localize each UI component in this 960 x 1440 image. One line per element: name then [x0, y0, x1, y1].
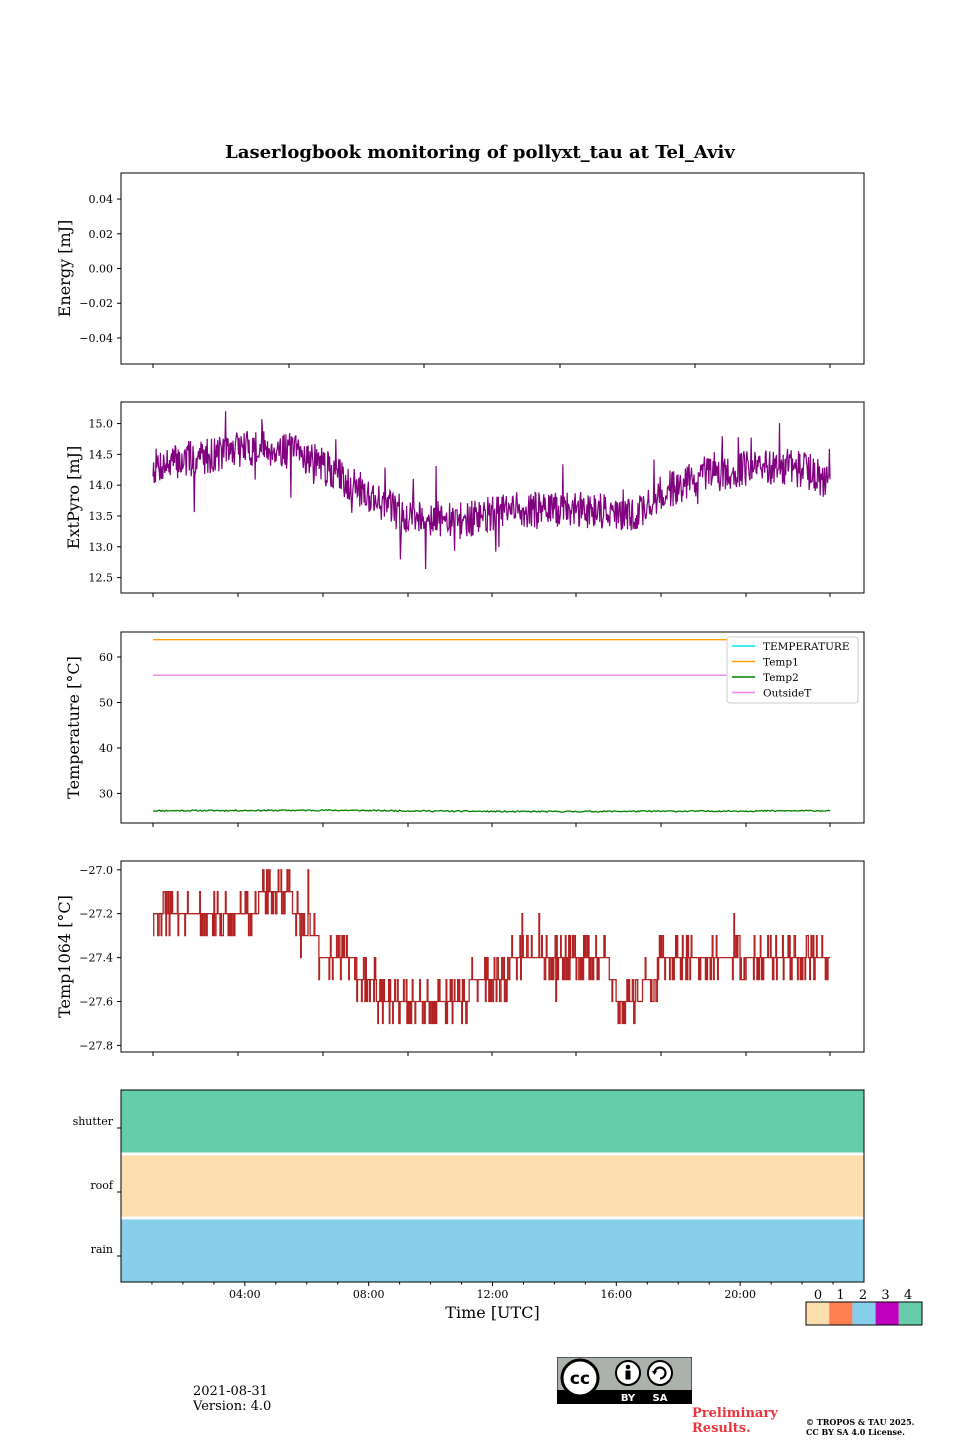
preliminary-label-line1: Preliminary	[692, 1406, 778, 1421]
y-tick-label: −27.6	[79, 996, 113, 1009]
y-tick-label: 0.02	[89, 228, 114, 241]
y-tick-label: 12.5	[89, 572, 114, 585]
x-tick-label: 04:00	[229, 1288, 261, 1301]
colorbar-tick-label: 0	[814, 1288, 822, 1303]
y-axis-label: Temp1064 [°C]	[55, 895, 74, 1018]
panel-2: 15.0 14.5 14.0 13.5 13.0 12.5 ExtPyro [mJ]	[64, 401, 865, 597]
by-badge-label: BY	[621, 1393, 636, 1404]
y-tick-label: −27.2	[79, 908, 113, 921]
legend-label: OutsideT	[763, 688, 811, 700]
copyright-line2: CC BY SA 4.0 License.	[806, 1427, 905, 1437]
y-tick-label: 0.04	[89, 193, 114, 206]
legend-frame	[726, 636, 859, 704]
colorbar-segment-1	[829, 1302, 853, 1325]
status-row-rain	[121, 1218, 864, 1282]
y-tick-label: 14.5	[89, 448, 114, 461]
legend-label: TEMPERATURE	[763, 641, 850, 653]
x-axis-label: Time [UTC]	[445, 1303, 539, 1322]
y-tick-label: 60	[99, 651, 113, 664]
extpyro-series-line	[152, 411, 831, 570]
y-tick-label: −0.02	[79, 297, 113, 310]
chart-title: Laserlogbook monitoring of pollyxt_tau a…	[225, 142, 735, 163]
sa-badge-label: SA	[653, 1393, 668, 1404]
temp2-series-line	[152, 808, 831, 814]
status-row-label: roof	[90, 1179, 114, 1192]
footer-date: 2021-08-31	[193, 1384, 268, 1399]
colorbar-segment-4	[898, 1302, 922, 1325]
y-tick-label: 13.5	[89, 510, 114, 523]
y-tick-label: 0.00	[89, 263, 114, 276]
legend-label: Temp1	[763, 657, 799, 669]
y-tick-label: −27.0	[79, 864, 113, 877]
y-axis-label: Energy [mJ]	[55, 220, 74, 318]
legend-label: Temp2	[763, 672, 799, 684]
colorbar-tick-label: 1	[836, 1288, 844, 1303]
status-row-shutter	[121, 1090, 864, 1154]
colorbar-segment-0	[806, 1302, 830, 1325]
panel-1: 0.04 0.02 0.00 −0.02 −0.04 Energy [mJ]	[55, 172, 865, 368]
y-tick-label: 30	[99, 787, 113, 800]
legend: TEMPERATURE Temp1 Temp2 OutsideT	[726, 636, 859, 704]
x-tick-label: 08:00	[353, 1288, 385, 1301]
y-tick-label: −0.04	[79, 332, 113, 345]
status-panel: shutter roof rain 04:00 08:00 12:00 16:00 20:00…	[73, 1089, 865, 1322]
x-tick-label: 20:00	[724, 1288, 756, 1301]
y-tick-label: 15.0	[89, 418, 114, 431]
colorbar-segment-3	[875, 1302, 899, 1325]
copyright-line1: © TROPOS & TAU 2025.	[806, 1417, 915, 1427]
y-axis-label: ExtPyro [mJ]	[64, 446, 83, 549]
y-tick-label: −27.8	[79, 1039, 113, 1052]
y-axis-label: Temperature [°C]	[64, 656, 83, 799]
status-row-label: rain	[91, 1243, 113, 1256]
y-tick-label: 50	[99, 696, 113, 709]
colorbar-tick-label: 4	[904, 1288, 912, 1303]
colorbar-tick-label: 2	[859, 1288, 867, 1303]
panel-4: −27.0 −27.2 −27.4 −27.6 −27.8 Temp1064 [°C]	[55, 860, 865, 1056]
preliminary-label-line2: Results.	[692, 1421, 751, 1436]
status-row-roof	[121, 1154, 864, 1218]
panel-3: 60 50 40 30 Temperature [°C] TEMPERATURE Temp1…	[64, 631, 865, 827]
panel-frame	[120, 860, 865, 1053]
temp1064-series-line	[153, 869, 830, 1025]
x-tick-label: 12:00	[477, 1288, 509, 1301]
status-row-label: shutter	[73, 1115, 114, 1128]
colorbar-frame	[805, 1301, 923, 1326]
footer-version: Version: 4.0	[193, 1399, 272, 1414]
y-tick-label: −27.4	[79, 952, 113, 965]
y-tick-label: 13.0	[89, 541, 114, 554]
y-tick-label: 14.0	[89, 479, 114, 492]
y-tick-label: 40	[99, 742, 113, 755]
x-tick-label: 16:00	[600, 1288, 632, 1301]
colorbar-segment-2	[852, 1302, 876, 1325]
cc-badge-label: cc	[570, 1369, 590, 1389]
cc-by-sa-license-icon: cc BY SA	[557, 1357, 692, 1404]
colorbar-tick-label: 3	[881, 1288, 889, 1303]
panel-frame	[120, 172, 865, 365]
